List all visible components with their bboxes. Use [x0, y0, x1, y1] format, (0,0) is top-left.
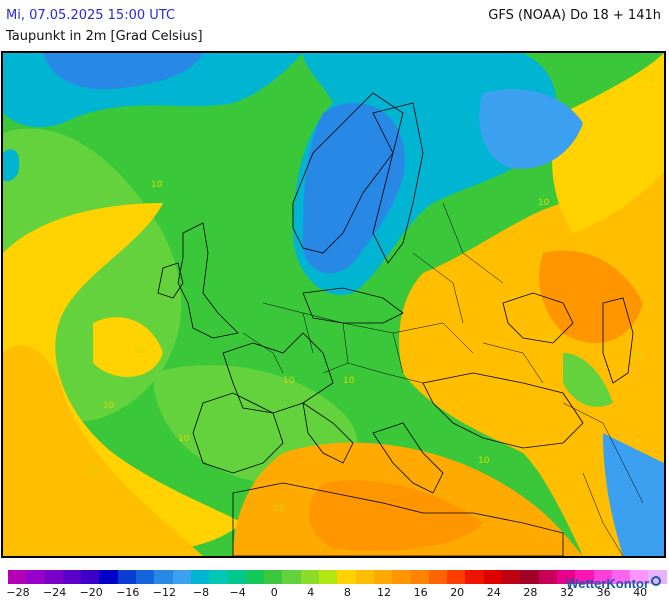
contour-label: 10 — [273, 504, 285, 514]
legend-swatch — [227, 570, 246, 584]
legend-tick-label: 8 — [343, 586, 351, 599]
legend-tick-label: −28 — [6, 586, 30, 599]
legend-tick-label: −24 — [42, 586, 67, 599]
legend-tick-label: 40 — [633, 586, 648, 599]
legend-swatch — [337, 570, 356, 584]
legend-swatch — [319, 570, 338, 584]
legend-tick-label: −8 — [192, 586, 210, 599]
contour-label: 10 — [538, 198, 550, 208]
contour-label: 10 — [133, 346, 145, 356]
legend-swatch — [154, 570, 173, 584]
legend-swatch — [282, 570, 301, 584]
model-run: GFS (NOAA) Do 18 + 141h — [488, 8, 661, 23]
contour-label: 10 — [343, 376, 355, 386]
legend-swatch — [136, 570, 155, 584]
legend-swatch — [428, 570, 448, 584]
forecast-date: Mi, 07.05.2025 15:00 UTC — [6, 8, 176, 23]
legend-swatch — [99, 570, 118, 584]
scandinavia-blue — [303, 103, 405, 274]
legend-swatch — [172, 570, 191, 584]
legend-swatch — [556, 570, 576, 584]
legend-swatch — [611, 570, 631, 584]
dewpoint-map: 10 10 10 10 10 10 10 10 10 10 10 10 10 — [1, 51, 666, 558]
legend-swatch — [117, 570, 137, 584]
legend-swatch — [447, 570, 466, 584]
legend-swatch — [520, 570, 539, 584]
legend-tick-label: 24 — [486, 586, 501, 599]
legend-tick-label: −20 — [79, 586, 103, 599]
legend-tick-label: 16 — [413, 586, 428, 599]
legend-swatch — [81, 570, 100, 584]
legend-tick-labels: −28 −24 −20 −16 −12 −8 −4 0 4 8 12 16 20 24 28 32 36 40 — [6, 584, 667, 600]
legend-swatch — [502, 570, 521, 584]
legend-swatch — [373, 570, 393, 584]
legend-swatch — [44, 570, 63, 584]
urals-yellow — [552, 53, 664, 233]
legend-swatch — [264, 570, 283, 584]
legend-swatch — [465, 570, 484, 584]
contour-label: 10 — [543, 334, 555, 344]
legend-swatch — [575, 570, 594, 584]
sahara-orange — [309, 480, 483, 551]
legend-tick-label: −4 — [229, 586, 246, 599]
contour-label: 10 — [178, 434, 190, 444]
legend-swatch — [209, 570, 228, 584]
west-cyan-patch — [3, 149, 20, 182]
legend-swatch — [630, 570, 649, 584]
header-left: Mi, 07.05.2025 15:00 UTC Taupunkt in 2m … — [6, 5, 203, 47]
legend-swatch — [483, 570, 503, 584]
legend-swatch — [410, 570, 429, 584]
parameter-title: Taupunkt in 2m [Grad Celsius] — [6, 29, 203, 44]
legend-swatch — [62, 570, 82, 584]
north-atlantic-blue — [43, 53, 203, 90]
legend-swatch — [392, 570, 411, 584]
color-legend: −28 −24 −20 −16 −12 −8 −4 0 4 8 12 16 20 24 28 32 36 40 — [6, 570, 667, 600]
legend-swatch — [538, 570, 557, 584]
logo-text: WetterKontor — [566, 576, 649, 591]
contour-label: 10 — [103, 401, 115, 411]
legend-tick-label: 20 — [450, 586, 465, 599]
legend-swatch — [355, 570, 374, 584]
contour-label: 10 — [478, 456, 490, 466]
caspian-orange — [539, 250, 643, 343]
legend-swatch — [300, 570, 320, 584]
contour-label: 10 — [88, 466, 100, 476]
legend-tick-label: 36 — [596, 586, 611, 599]
contour-label: 10 — [643, 74, 655, 84]
arabia-blue — [603, 433, 664, 556]
legend-tick-label: 4 — [307, 586, 315, 599]
legend-color-bar — [8, 570, 667, 584]
legend-tick-label: −16 — [116, 586, 140, 599]
biscay-yellow — [93, 317, 163, 377]
legend-swatch — [190, 570, 210, 584]
wetterkontor-logo[interactable]: WetterKontor — [566, 576, 661, 591]
legend-swatch — [245, 570, 265, 584]
legend-swatch — [8, 570, 27, 584]
logo-mark-icon — [651, 576, 661, 586]
legend-swatch — [26, 570, 45, 584]
country-borders — [242, 202, 644, 556]
contour-label: 10 — [151, 180, 163, 190]
contour-labels: 10 10 10 10 10 10 10 10 10 10 10 10 10 — [88, 74, 655, 514]
atlantic-orange — [3, 345, 203, 556]
legend-tick-label: 12 — [377, 586, 391, 599]
legend-tick-label: 32 — [560, 586, 574, 599]
contour-label: 10 — [283, 376, 295, 386]
legend-tick-label: −12 — [152, 586, 176, 599]
russia-blue — [479, 89, 583, 169]
map-canvas: 10 10 10 10 10 10 10 10 10 10 10 10 10 — [3, 53, 664, 556]
legend-tick-label: 0 — [270, 586, 278, 599]
turkey-green — [563, 353, 613, 407]
coastlines — [157, 92, 634, 556]
contour-label: 10 — [631, 351, 643, 361]
legend-swatch — [593, 570, 612, 584]
legend-tick-label: 28 — [523, 586, 538, 599]
